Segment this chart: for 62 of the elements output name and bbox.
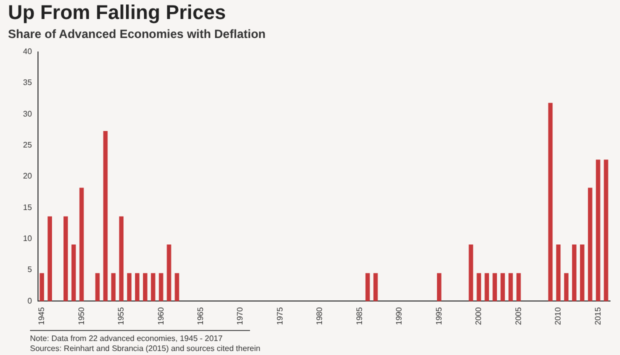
y-tick-label: 20 [22, 172, 32, 181]
bar [373, 273, 378, 302]
x-tick-label: 2005 [514, 306, 523, 325]
bar [111, 273, 116, 302]
bar [588, 188, 592, 302]
source-note: Sources: Reinhart and Sbrancia (2015) and sources cited therein [30, 344, 260, 354]
x-tick-label: 1970 [236, 306, 245, 325]
x-tick-label: 1955 [116, 306, 126, 325]
bar [484, 273, 490, 302]
bar [556, 244, 561, 302]
x-tick-label: 2010 [554, 306, 563, 325]
bar [604, 160, 608, 302]
x-tick-label: 1950 [76, 306, 86, 325]
x-tick-label: 1985 [354, 306, 364, 325]
bar [516, 273, 521, 302]
bar [580, 244, 584, 302]
bar [79, 188, 84, 302]
chart-subtitle: Share of Advanced Economies with Deflation [8, 27, 266, 41]
bar [119, 216, 124, 302]
x-tick-label: 1945 [37, 306, 46, 325]
y-tick-label: 10 [22, 234, 32, 244]
bar [64, 216, 68, 302]
y-tick-label: 25 [22, 140, 32, 150]
bar [365, 273, 370, 302]
y-tick-label: 40 [22, 47, 32, 56]
bar [142, 273, 148, 302]
x-tick-label: 1965 [196, 306, 205, 325]
y-tick-label: 15 [22, 202, 32, 212]
chart-title: Up From Falling Prices [8, 2, 226, 25]
text: Note: Data from 22 advanced economies, 1945 - 2017 [30, 334, 224, 344]
y-tick-label: 0 [27, 296, 32, 306]
bar [127, 273, 132, 302]
bar [158, 273, 164, 302]
x-tick-label: 1990 [394, 306, 404, 325]
y-tick-label: 35 [22, 78, 32, 88]
bar [103, 130, 108, 302]
bar [468, 244, 474, 302]
bar [95, 273, 100, 302]
x-tick-label: 1995 [434, 306, 444, 325]
bar [564, 273, 568, 302]
bar [572, 244, 576, 302]
bar [135, 273, 140, 302]
bar [40, 273, 44, 302]
bar [436, 273, 442, 302]
bar [596, 160, 600, 302]
bar [500, 273, 505, 302]
bar [166, 244, 172, 302]
bar [71, 244, 76, 302]
x-tick-label: 2000 [474, 306, 484, 325]
x-tick-label: 2015 [593, 306, 602, 325]
bar [150, 273, 156, 302]
bar [548, 102, 553, 302]
bar [48, 216, 52, 302]
bar [174, 273, 180, 302]
y-tick-label: 5 [27, 265, 32, 274]
bar [476, 273, 482, 302]
bar [492, 273, 497, 302]
x-tick-label: 1960 [156, 306, 166, 325]
y-tick-label: 30 [22, 109, 32, 118]
bar [508, 273, 513, 302]
x-tick-label: 1980 [315, 306, 324, 325]
x-tick-label: 1975 [275, 306, 284, 325]
